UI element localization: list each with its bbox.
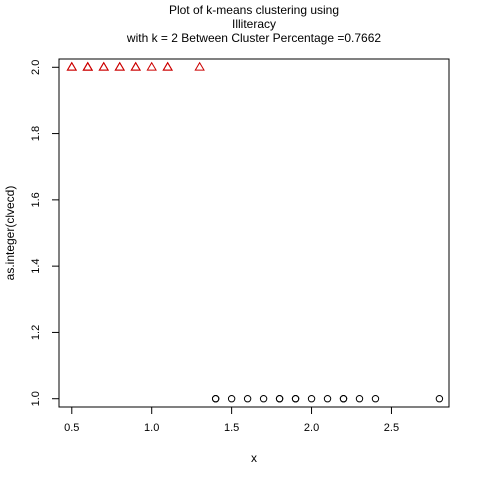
- data-points: [66, 61, 444, 403]
- data-point-circle: [307, 395, 316, 403]
- y-tick-label: 1.0: [30, 391, 42, 406]
- x-tick-label: 2.0: [304, 422, 319, 434]
- x-tick-label: 1.0: [144, 422, 159, 434]
- x-axis: 0.5 1.0 1.5 2.0 2.5: [64, 407, 399, 434]
- y-tick-label: 1.4: [30, 258, 42, 273]
- data-point-circle: [243, 395, 252, 403]
- y-axis-label: as.integer(clvecd): [3, 186, 17, 281]
- data-point-circle: [211, 395, 220, 403]
- y-axis: 1.0 1.2 1.4 1.6 1.8 2.0: [30, 60, 59, 406]
- data-point-triangle: [98, 61, 109, 71]
- y-tick-label: 1.8: [30, 126, 42, 141]
- data-point-circle: [259, 395, 268, 403]
- y-tick-label: 1.6: [30, 192, 42, 207]
- data-point-triangle: [114, 61, 125, 71]
- data-point-circle: [371, 395, 380, 403]
- data-point-triangle: [66, 61, 78, 71]
- data-point-circle: [291, 395, 300, 403]
- x-tick-label: 0.5: [64, 422, 79, 434]
- data-point-triangle: [82, 61, 94, 71]
- x-axis-label: x: [251, 451, 257, 465]
- y-tick-label: 2.0: [30, 60, 42, 75]
- chart-title-line-3: with k = 2 Between Cluster Percentage =0…: [126, 31, 381, 45]
- data-point-circle: [435, 395, 444, 403]
- data-point-circle: [355, 395, 364, 403]
- data-point-circle: [275, 395, 284, 403]
- data-point-circle: [227, 395, 236, 403]
- x-tick-label: 2.5: [384, 422, 399, 434]
- data-point-triangle: [146, 61, 157, 71]
- data-point-triangle: [162, 61, 173, 71]
- chart-title-line-1: Plot of k-means clustering using: [169, 3, 339, 17]
- y-tick-label: 1.2: [30, 325, 42, 340]
- data-point-circle: [323, 395, 332, 403]
- data-point-circle: [339, 395, 348, 403]
- data-point-triangle: [130, 61, 141, 71]
- plot-frame: [58, 58, 450, 408]
- chart-title-line-2: Illiteracy: [232, 17, 276, 31]
- x-tick-label: 1.5: [224, 422, 239, 434]
- data-point-triangle: [194, 61, 205, 71]
